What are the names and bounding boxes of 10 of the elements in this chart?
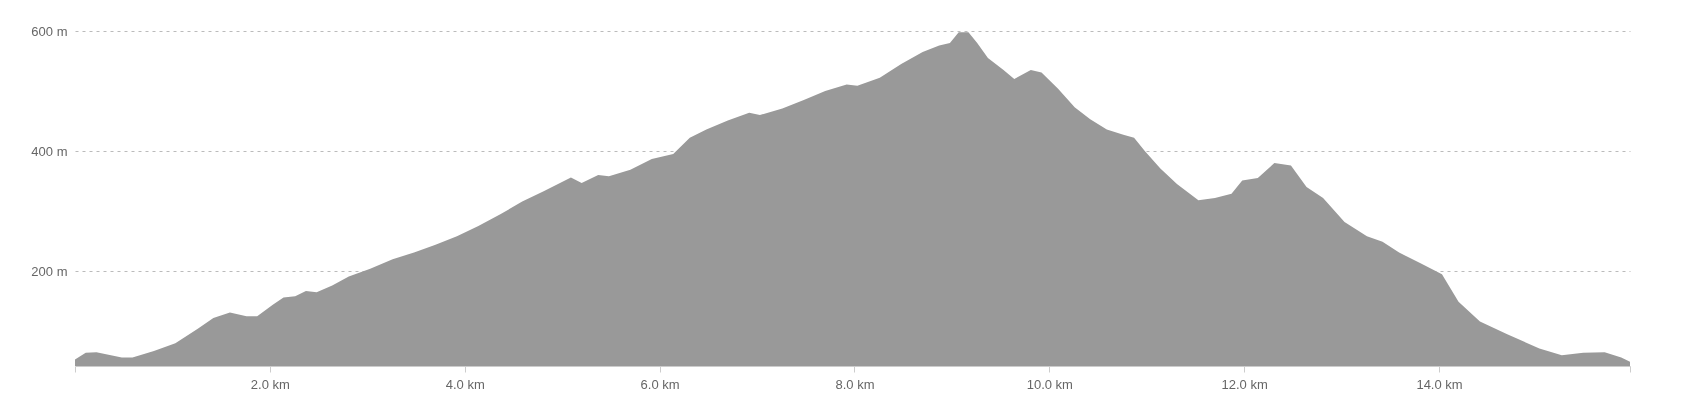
x-tick-label: 4.0 km bbox=[445, 376, 485, 392]
y-tick-label: 600 m bbox=[31, 23, 68, 39]
x-tick-label: 8.0 km bbox=[835, 376, 875, 392]
x-tick-label: 14.0 km bbox=[1416, 376, 1463, 392]
y-tick-label: 400 m bbox=[31, 143, 68, 159]
y-tick-label: 200 m bbox=[31, 263, 68, 279]
x-tick-label: 6.0 km bbox=[640, 376, 680, 392]
x-tick-label: 12.0 km bbox=[1221, 376, 1268, 392]
x-tick-label: 2.0 km bbox=[250, 376, 290, 392]
x-tick-label: 10.0 km bbox=[1026, 376, 1073, 392]
